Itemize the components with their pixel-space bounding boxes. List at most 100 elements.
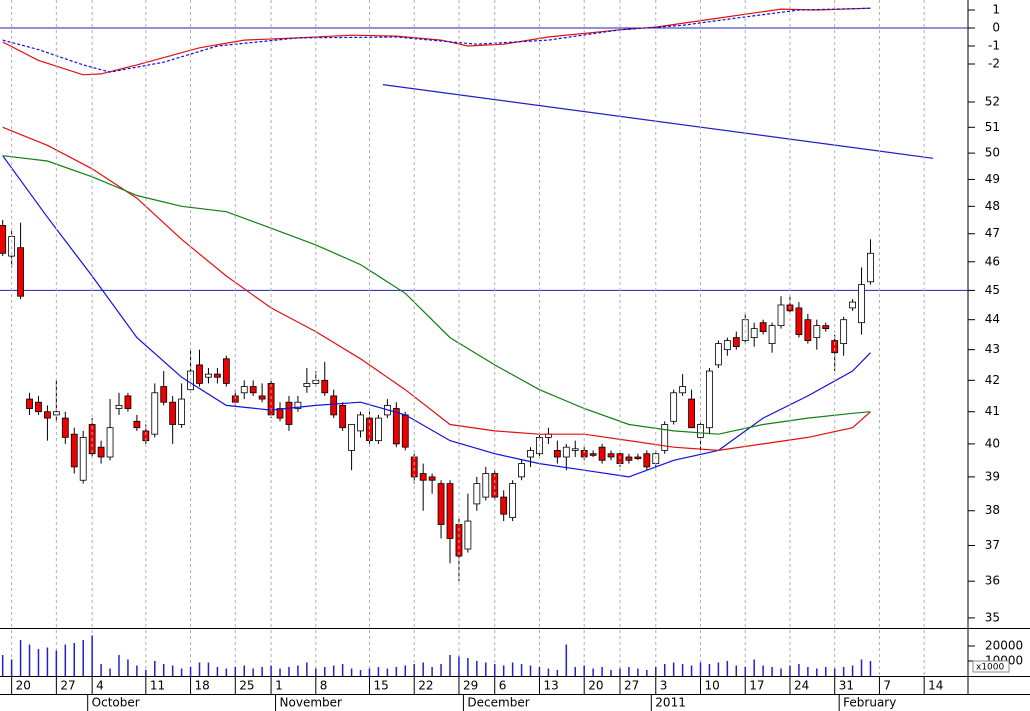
candle-body [446, 483, 454, 539]
candle-body [607, 453, 615, 458]
x-tick-label: 15 [373, 679, 388, 693]
candle-body [777, 304, 785, 327]
candle-body [714, 343, 722, 366]
candle-body [688, 398, 695, 429]
y-unit-label: x1000 [976, 663, 1005, 673]
candle-body [697, 424, 704, 438]
candle-body [294, 401, 302, 409]
x-tick-label: 6 [499, 679, 507, 693]
candle-body [401, 414, 409, 448]
candle-body [831, 340, 839, 354]
candle-body [589, 453, 597, 456]
candle-body [169, 401, 177, 425]
y-tick-label: 1 [992, 3, 1000, 17]
y-tick-label: -2 [988, 57, 1000, 71]
candle-body [339, 404, 347, 429]
candle-body [768, 325, 776, 345]
candle-body [670, 392, 678, 422]
candle-body [240, 386, 248, 394]
series-line [2, 155, 871, 435]
month-label: November [280, 696, 342, 710]
y-tick-label: 0 [992, 21, 1000, 35]
candle-body [17, 247, 24, 297]
candle-body [491, 473, 499, 498]
month-label: February [843, 696, 896, 710]
candle-body [133, 420, 141, 429]
month-label: 2011 [655, 696, 686, 710]
candle-body [634, 456, 642, 460]
candle-body [249, 386, 257, 394]
candle-body [661, 424, 669, 451]
candle-body [500, 496, 508, 515]
candle-body [553, 450, 561, 458]
candle-body [44, 411, 51, 419]
candle-body [849, 301, 856, 309]
candle-body [625, 456, 633, 461]
y-tick-label: 46 [985, 254, 1000, 268]
candle-body [527, 450, 534, 458]
candle-body [759, 322, 767, 332]
candle-body [276, 408, 284, 419]
x-tick-label: 25 [239, 679, 254, 693]
candle-body [598, 446, 606, 461]
y-tick-label: 40 [985, 436, 1000, 450]
y-tick-label: 49 [985, 172, 1000, 186]
candle-body [464, 520, 472, 550]
candle-body [518, 463, 525, 478]
candle-body [196, 364, 203, 384]
y-tick-label: 35 [985, 610, 1000, 624]
candle-body [0, 225, 7, 254]
candle-body [813, 325, 821, 338]
x-tick-label: 4 [96, 679, 104, 693]
candle-body [178, 398, 186, 425]
x-tick-label: 31 [839, 679, 854, 693]
candle-body [858, 284, 865, 324]
y-tick-label: 39 [985, 469, 1000, 483]
y-tick-label: 37 [985, 538, 1000, 552]
x-tick-label: 22 [418, 679, 433, 693]
x-tick-label: 7 [883, 679, 891, 693]
candle-body [867, 252, 874, 283]
candle-body [840, 319, 848, 345]
y-tick-label: 45 [985, 283, 1000, 297]
candle-body [679, 386, 687, 394]
x-tick-label: 13 [543, 679, 558, 693]
candle-body [205, 373, 212, 378]
candle-body [482, 473, 490, 498]
x-tick-label: 14 [928, 679, 943, 693]
candle-body [285, 401, 293, 425]
candle-body [330, 395, 338, 416]
candle-body [35, 401, 42, 413]
candle-body [303, 383, 311, 387]
candle-body [804, 319, 812, 341]
x-tick-label: 20 [588, 679, 603, 693]
unit-box [972, 660, 1010, 673]
series-line [2, 126, 871, 452]
candle-body [26, 398, 33, 409]
candle-body [348, 424, 355, 451]
candle-body [357, 414, 364, 432]
x-tick-label: 3 [660, 679, 668, 693]
y-tick-label: 43 [985, 342, 1000, 356]
y-tick-label: -1 [988, 39, 1000, 53]
y-tick-label: 38 [985, 503, 1000, 517]
x-tick-label: 24 [794, 679, 809, 693]
x-tick-label: 11 [150, 679, 165, 693]
y-tick-label: 47 [985, 226, 1000, 240]
candle-body [213, 373, 221, 378]
x-tick-label: 1 [275, 679, 283, 693]
candle-body [643, 453, 651, 468]
candle-body [822, 325, 830, 330]
candle-body [375, 417, 382, 442]
y-tick-label: 41 [985, 404, 1000, 418]
x-tick-label: 29 [463, 679, 478, 693]
candle-body [151, 392, 159, 435]
y-tick-label: 50 [985, 146, 1000, 160]
x-tick-label: 18 [195, 679, 210, 693]
candle-body [106, 427, 114, 458]
y-tick-label: 42 [985, 373, 1000, 387]
x-tick-label: 10 [705, 679, 720, 693]
series-line [2, 7, 871, 76]
candle-body [509, 483, 517, 519]
